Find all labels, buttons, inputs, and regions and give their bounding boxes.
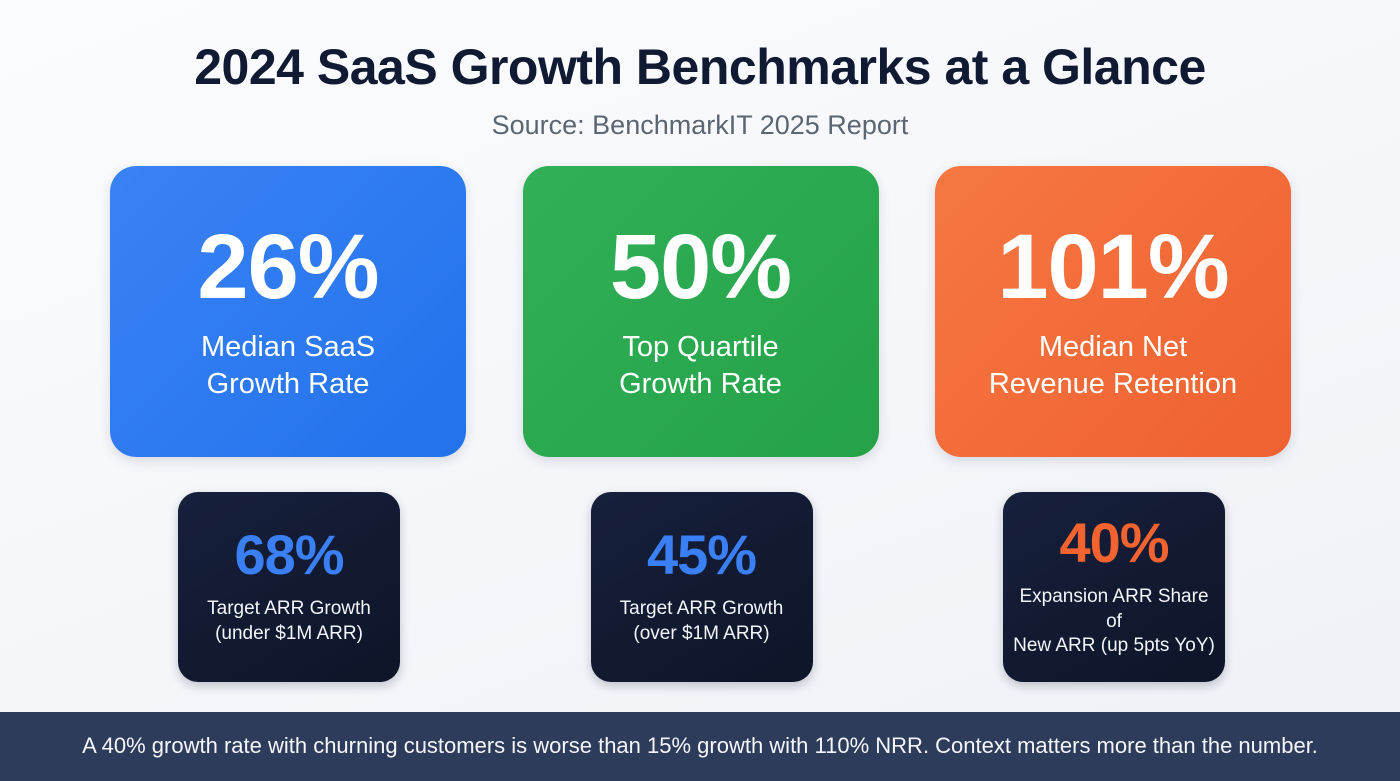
- stat-card-top-quartile-growth-rate: 50% Top Quartile Growth Rate: [522, 166, 879, 457]
- page-subtitle-source: Source: BenchmarkIT 2025 Report: [491, 110, 909, 140]
- secondary-stat-row: 68% Target ARR Growth (under $1M ARR) 45…: [178, 492, 1225, 682]
- header: 2024 SaaS Growth Benchmarks at a Glance …: [0, 0, 1400, 141]
- mini-stat-value: 45%: [646, 523, 757, 587]
- footer-banner: A 40% growth rate with churning customer…: [0, 712, 1400, 781]
- mini-stat-label: Target ARR Growth (over $1M ARR): [619, 598, 784, 644]
- mini-stat-label: Expansion ARR Share of New ARR (up 5pts …: [1013, 585, 1215, 657]
- mini-stat-card-target-arr-growth-under-1m: 68% Target ARR Growth (under $1M ARR): [178, 492, 400, 682]
- stat-label: Median Net Revenue Retention: [988, 331, 1238, 400]
- stat-card-median-net-revenue-retention: 101% Median Net Revenue Retention: [935, 166, 1291, 457]
- mini-stat-card-target-arr-growth-over-1m: 45% Target ARR Growth (over $1M ARR): [590, 492, 813, 682]
- mini-stat-value: 68%: [234, 523, 344, 587]
- stat-label: Top Quartile Growth Rate: [619, 331, 782, 400]
- mini-stat-card-expansion-arr-share: 40% Expansion ARR Share of New ARR (up 5…: [1003, 492, 1225, 682]
- stat-label: Median SaaS Growth Rate: [200, 331, 376, 400]
- mini-stat-label: Target ARR Growth (under $1M ARR): [207, 598, 371, 644]
- mini-stat-value: 40%: [1059, 510, 1169, 574]
- stat-card-median-saas-growth-rate: 26% Median SaaS Growth Rate: [110, 166, 466, 457]
- footer-insight-text: A 40% growth rate with churning customer…: [82, 733, 1318, 759]
- stat-value: 26%: [197, 216, 379, 319]
- primary-stat-row: 26% Median SaaS Growth Rate 50% Top Quar…: [110, 166, 1291, 457]
- stat-value: 50%: [609, 216, 792, 319]
- page-title: 2024 SaaS Growth Benchmarks at a Glance: [194, 39, 1206, 95]
- stat-value: 101%: [997, 216, 1229, 319]
